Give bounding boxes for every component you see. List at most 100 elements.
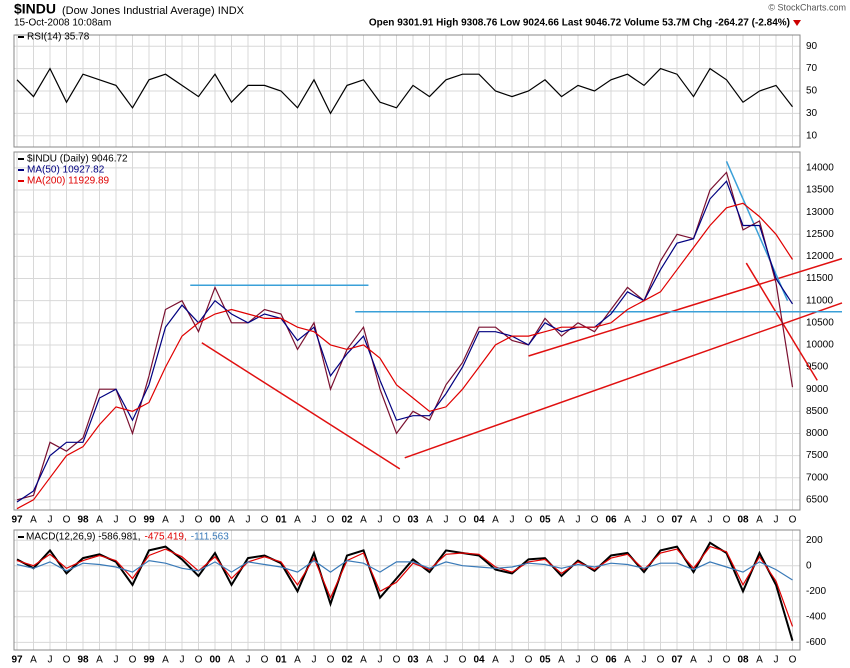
x-tick-label: O bbox=[525, 515, 533, 526]
x-tick-label: J bbox=[312, 655, 317, 666]
x-tick-label: O bbox=[657, 655, 665, 666]
x-tick-label: 08 bbox=[737, 515, 749, 526]
x-tick-label: J bbox=[774, 655, 779, 666]
x-tick-label: O bbox=[459, 655, 467, 666]
y-tick-label: 8500 bbox=[806, 406, 829, 417]
x-tick-label: A bbox=[426, 515, 433, 526]
x-tick-label: A bbox=[690, 515, 697, 526]
x-tick-label: O bbox=[261, 655, 269, 666]
x-tick-label: O bbox=[63, 655, 71, 666]
x-tick-label: 02 bbox=[341, 515, 353, 526]
x-tick-label: J bbox=[708, 515, 713, 526]
y-tick-label: 7000 bbox=[806, 472, 829, 483]
x-tick-label: A bbox=[756, 655, 763, 666]
x-tick-label: 02 bbox=[341, 655, 353, 666]
x-tick-label: A bbox=[756, 515, 763, 526]
series-line bbox=[16, 202, 794, 510]
y-tick-label: 13000 bbox=[806, 207, 834, 218]
legend-label: MACD(12,26,9) -586.981, bbox=[26, 532, 141, 543]
panel-frame bbox=[13, 529, 801, 651]
trend-line bbox=[725, 160, 789, 301]
series-line bbox=[16, 541, 794, 641]
x-tick-label: 04 bbox=[473, 515, 485, 526]
x-tick-label: J bbox=[114, 515, 119, 526]
trend-line bbox=[528, 257, 843, 357]
x-tick-label: A bbox=[624, 655, 631, 666]
y-tick-label: 14000 bbox=[806, 163, 834, 174]
x-tick-label: J bbox=[642, 655, 647, 666]
x-tick-label: J bbox=[312, 515, 317, 526]
quote: Open 9301.91 High 9308.76 Low 9024.66 La… bbox=[369, 18, 790, 29]
x-tick-label: O bbox=[789, 655, 797, 666]
x-tick-label: O bbox=[129, 515, 137, 526]
x-tick-label: 07 bbox=[671, 655, 683, 666]
trend-line bbox=[201, 342, 401, 470]
symbol: $INDU bbox=[14, 1, 56, 17]
x-tick-label: A bbox=[624, 515, 631, 526]
legend-label: -111.563 bbox=[191, 532, 229, 543]
x-tick-label: A bbox=[360, 655, 367, 666]
x-tick-label: 07 bbox=[671, 515, 683, 526]
y-tick-label: 0 bbox=[806, 560, 812, 571]
x-tick-label: 99 bbox=[143, 515, 155, 526]
x-tick-label: A bbox=[426, 655, 433, 666]
trend-line bbox=[404, 302, 843, 459]
y-tick-label: 8000 bbox=[806, 428, 829, 439]
x-tick-label: A bbox=[492, 515, 499, 526]
x-tick-label: 97 bbox=[11, 515, 23, 526]
y-tick-label: -400 bbox=[806, 611, 826, 622]
x-tick-label: J bbox=[642, 515, 647, 526]
plot bbox=[16, 67, 793, 115]
x-tick-label: A bbox=[492, 655, 499, 666]
series-line bbox=[16, 545, 794, 627]
x-tick-label: O bbox=[723, 515, 731, 526]
x-tick-label: O bbox=[591, 655, 599, 666]
x-tick-label: J bbox=[246, 515, 251, 526]
panel-frame bbox=[13, 34, 801, 148]
y-tick-label: 70 bbox=[806, 63, 818, 74]
x-tick-label: O bbox=[393, 515, 401, 526]
y-tick-label: 10000 bbox=[806, 340, 834, 351]
x-tick-label: J bbox=[378, 655, 383, 666]
y-tick-label: 50 bbox=[806, 86, 818, 97]
x-tick-label: O bbox=[327, 515, 335, 526]
x-tick-label: J bbox=[708, 655, 713, 666]
x-tick-label: J bbox=[246, 655, 251, 666]
y-tick-label: 30 bbox=[806, 108, 818, 119]
x-tick-label: A bbox=[558, 655, 565, 666]
x-tick-label: 01 bbox=[275, 515, 287, 526]
x-tick-label: 06 bbox=[605, 515, 617, 526]
y-tick-label: 7500 bbox=[806, 450, 829, 461]
x-tick-label: 99 bbox=[143, 655, 155, 666]
x-tick-label: J bbox=[510, 515, 515, 526]
x-tick-label: 08 bbox=[737, 655, 749, 666]
x-tick-label: O bbox=[63, 515, 71, 526]
series-line bbox=[16, 180, 794, 503]
x-tick-label: A bbox=[360, 515, 367, 526]
x-tick-label: O bbox=[459, 515, 467, 526]
x-tick-label: A bbox=[162, 655, 169, 666]
x-tick-label: A bbox=[294, 515, 301, 526]
x-tick-label: A bbox=[690, 655, 697, 666]
y-tick-label: 11500 bbox=[806, 273, 834, 284]
y-tick-label: 9500 bbox=[806, 362, 829, 373]
x-tick-label: J bbox=[444, 655, 449, 666]
x-tick-label: O bbox=[327, 655, 335, 666]
x-tick-label: J bbox=[180, 515, 185, 526]
x-tick-label: J bbox=[576, 515, 581, 526]
x-tick-label: A bbox=[558, 515, 565, 526]
x-tick-label: J bbox=[510, 655, 515, 666]
y-tick-label: 9000 bbox=[806, 384, 829, 395]
copyright: © StockCharts.com bbox=[768, 2, 846, 12]
y-tick-label: 10 bbox=[806, 130, 818, 141]
series-line bbox=[16, 171, 794, 501]
y-tick-label: 6500 bbox=[806, 494, 829, 505]
x-tick-label: 03 bbox=[407, 655, 419, 666]
x-tick-label: J bbox=[180, 655, 185, 666]
down-arrow bbox=[793, 20, 801, 26]
x-tick-label: A bbox=[96, 655, 103, 666]
x-tick-label: 03 bbox=[407, 515, 419, 526]
x-tick-label: O bbox=[195, 515, 203, 526]
